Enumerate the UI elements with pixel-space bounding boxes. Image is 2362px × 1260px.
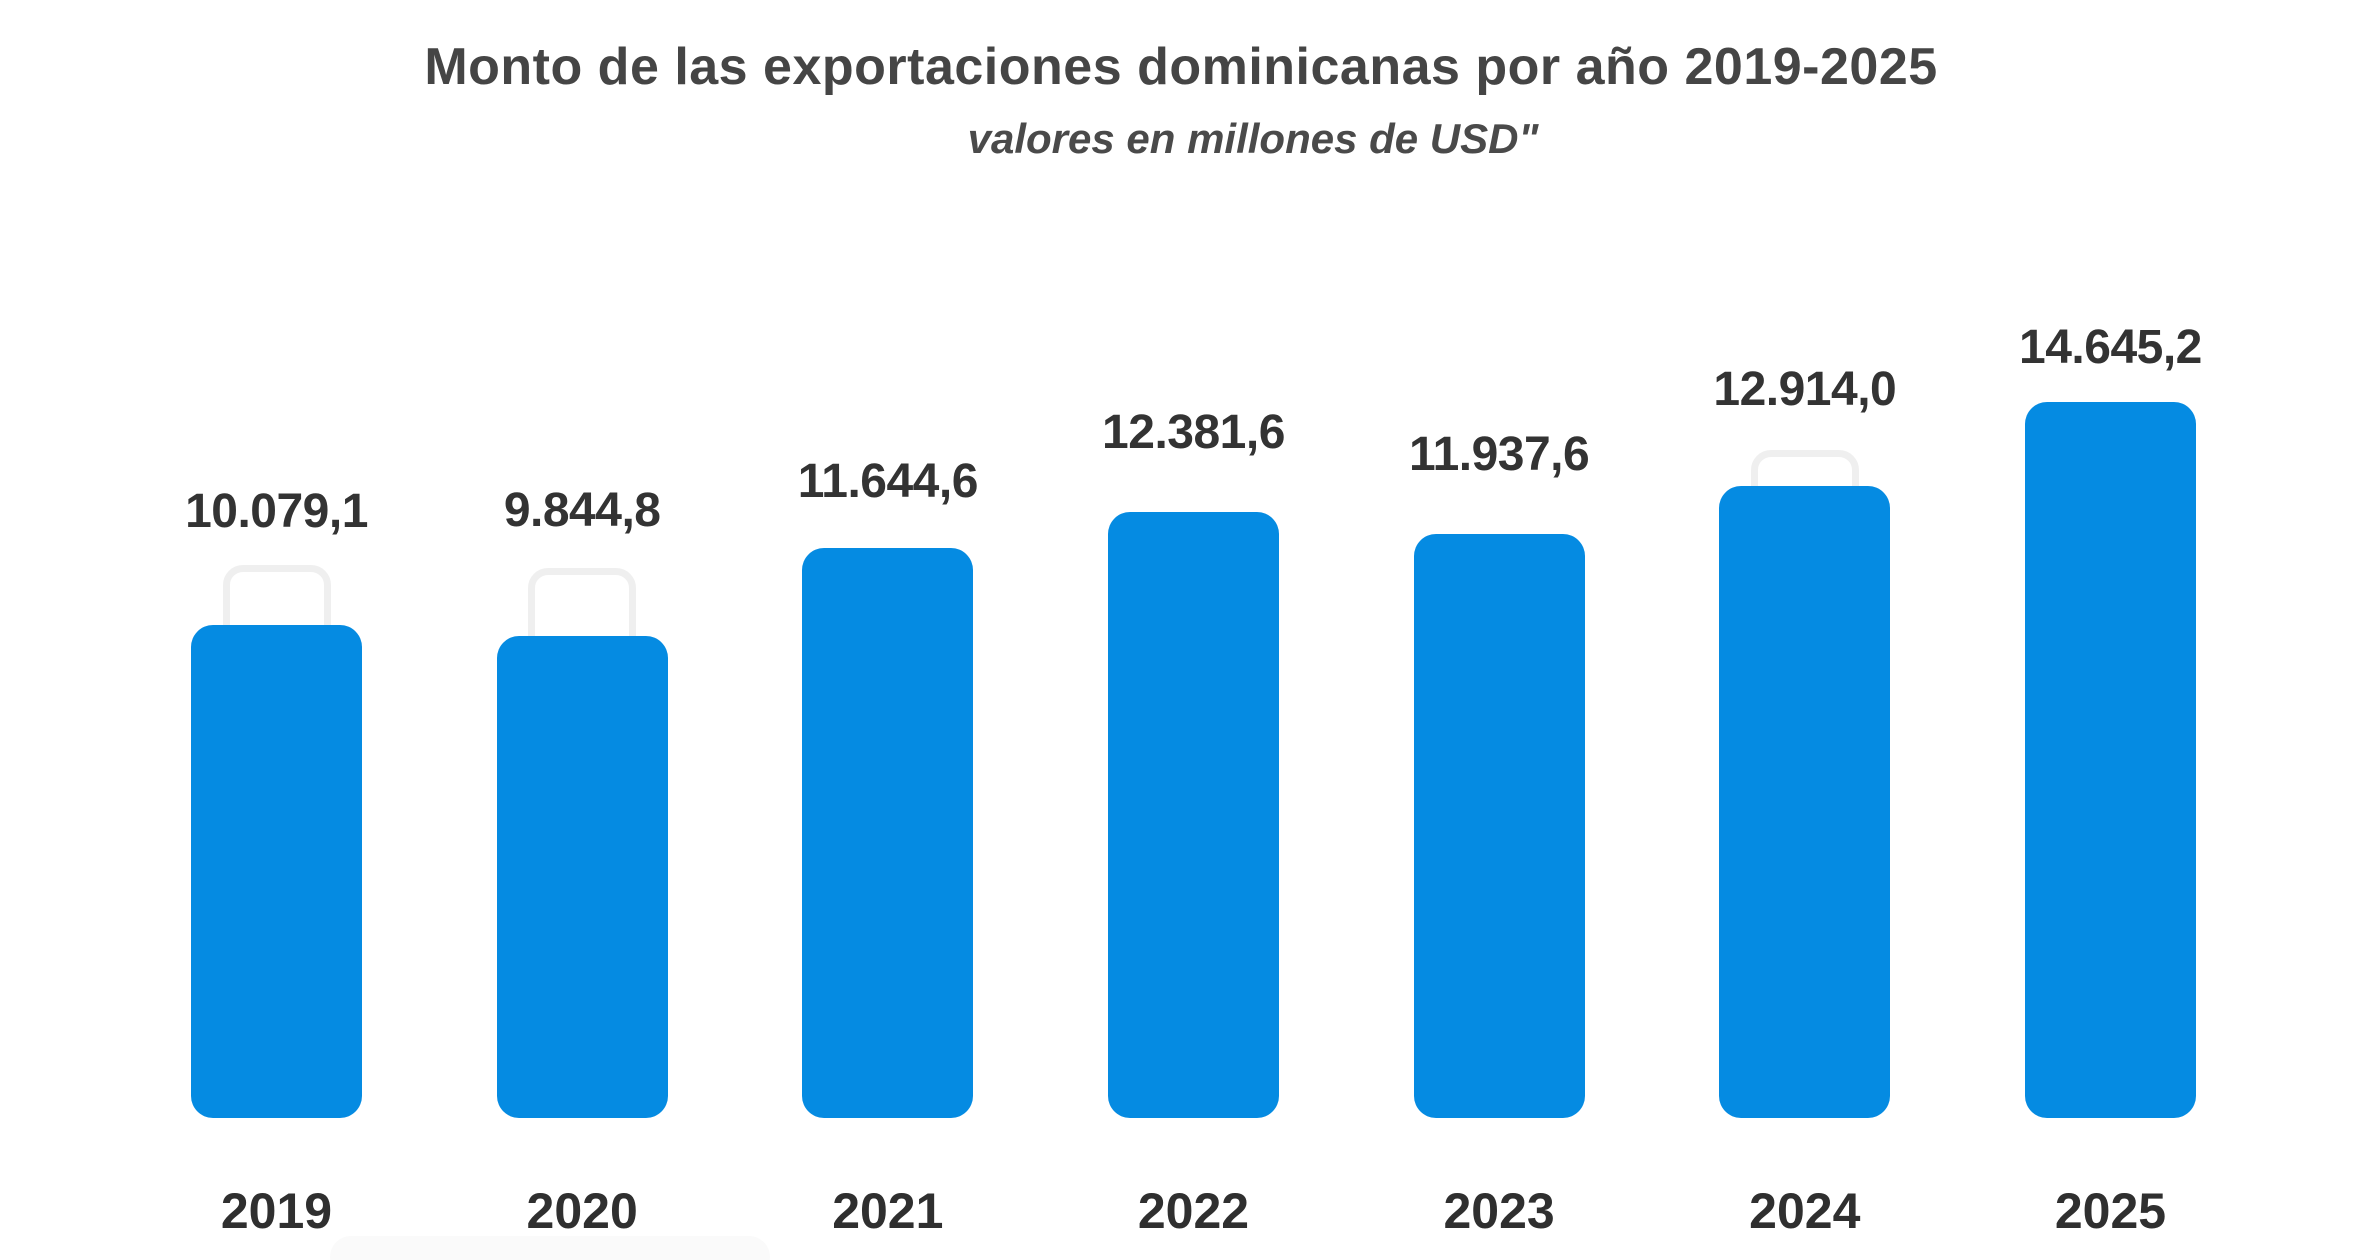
- bar-2021: [802, 548, 974, 1118]
- bar-value-label-2023: 11.937,6: [1409, 428, 1590, 481]
- bar-2025: [2024, 402, 2196, 1118]
- bar-2022: [1107, 512, 1279, 1118]
- bar-value-label-2022: 12.381,6: [1102, 406, 1285, 459]
- bar-value-label-2019: 10.079,1: [185, 485, 368, 538]
- x-axis-label-2024: 2024: [1749, 1183, 1861, 1239]
- bar-2023: [1413, 534, 1585, 1118]
- bar-2020: [496, 636, 668, 1118]
- faint-bottom-artifact: [330, 1236, 770, 1260]
- bar-2019: [191, 625, 362, 1118]
- x-axis-label-2023: 2023: [1443, 1183, 1555, 1239]
- bar-2024: [1719, 486, 1891, 1118]
- bar-value-label-2021: 11.644,6: [797, 455, 979, 508]
- x-axis-label-2019: 2019: [220, 1183, 333, 1239]
- x-axis-label-2025: 2025: [2054, 1183, 2167, 1239]
- x-axis-label-2022: 2022: [1137, 1183, 1250, 1239]
- bar-value-label-2024: 12.914,0: [1713, 363, 1897, 416]
- chart-title: Monto de las exportaciones dominicanas p…: [424, 38, 1938, 96]
- bar-value-label-2020: 9.844,8: [503, 484, 661, 537]
- x-axis-label-2020: 2020: [526, 1183, 638, 1239]
- x-axis-label-2021: 2021: [832, 1183, 944, 1239]
- chart-subtitle: valores en millones de USD": [967, 115, 1539, 162]
- bar-value-label-2025: 14.645,2: [2019, 321, 2202, 374]
